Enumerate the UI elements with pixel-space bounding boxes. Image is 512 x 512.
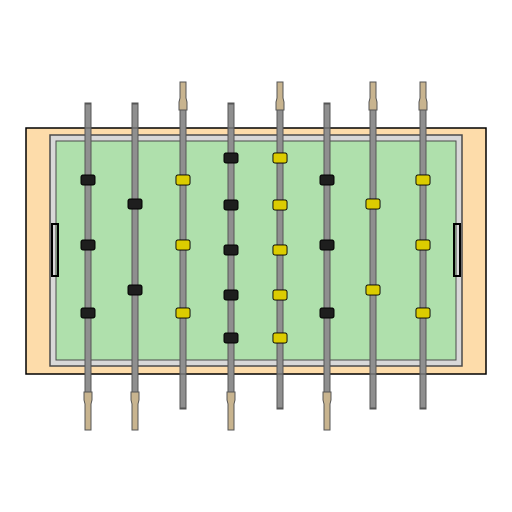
player-body (223, 332, 239, 344)
rod-end (419, 373, 427, 409)
black-player (223, 152, 239, 164)
yellow-player (175, 239, 191, 251)
rod-6[interactable] (319, 102, 335, 431)
player-body (223, 244, 239, 256)
black-player (127, 284, 143, 296)
player-body (365, 284, 381, 296)
rod-3[interactable] (175, 81, 191, 410)
player-body (127, 198, 143, 210)
player-body (80, 307, 96, 319)
rod-shaft (369, 102, 377, 410)
yellow-player (365, 198, 381, 210)
black-player (80, 174, 96, 186)
black-player (319, 174, 335, 186)
rod-handle (130, 391, 140, 431)
rod-end (323, 103, 331, 129)
player-body (272, 199, 288, 211)
player-body (80, 174, 96, 186)
player-body (175, 239, 191, 251)
black-player (319, 307, 335, 319)
player-body (223, 289, 239, 301)
rod-shaft (276, 102, 284, 410)
goal-left (51, 223, 59, 277)
player-body (272, 152, 288, 164)
player-body (175, 174, 191, 186)
yellow-player (272, 244, 288, 256)
rod-handle (178, 81, 188, 111)
rod-handle (275, 81, 285, 111)
rod-1[interactable] (80, 102, 96, 431)
rod-handle (322, 391, 332, 431)
rod-end (179, 373, 187, 409)
player-body (272, 289, 288, 301)
rod-handle (368, 81, 378, 111)
player-body (223, 199, 239, 211)
yellow-player (272, 289, 288, 301)
rod-4[interactable] (223, 102, 239, 431)
player-body (80, 239, 96, 251)
black-player (223, 289, 239, 301)
black-player (319, 239, 335, 251)
player-body (127, 284, 143, 296)
black-player (80, 239, 96, 251)
rod-8[interactable] (415, 81, 431, 410)
rod-end (84, 103, 92, 129)
black-player (223, 332, 239, 344)
rod-7[interactable] (365, 81, 381, 410)
yellow-player (272, 152, 288, 164)
yellow-player (365, 284, 381, 296)
rod-handle (418, 81, 428, 111)
rod-handle (83, 391, 93, 431)
player-body (319, 239, 335, 251)
yellow-player (272, 332, 288, 344)
playing-field (55, 140, 457, 361)
rod-shaft (179, 102, 187, 410)
rod-end (227, 103, 235, 129)
rod-end (276, 373, 284, 409)
rod-shaft (323, 102, 331, 410)
yellow-player (415, 174, 431, 186)
rod-handle (226, 391, 236, 431)
rod-shaft (419, 102, 427, 410)
rods (80, 81, 431, 431)
rod-shaft (131, 102, 139, 410)
rod-2[interactable] (127, 102, 143, 431)
player-body (319, 174, 335, 186)
player-body (272, 244, 288, 256)
player-body (415, 307, 431, 319)
player-body (223, 152, 239, 164)
black-player (127, 198, 143, 210)
yellow-player (272, 199, 288, 211)
player-body (272, 332, 288, 344)
yellow-player (175, 307, 191, 319)
black-player (223, 244, 239, 256)
player-body (415, 239, 431, 251)
black-player (80, 307, 96, 319)
goal-right (453, 223, 461, 277)
rod-5[interactable] (272, 81, 288, 410)
player-body (365, 198, 381, 210)
yellow-player (175, 174, 191, 186)
player-body (319, 307, 335, 319)
black-player (223, 199, 239, 211)
rod-end (131, 103, 139, 129)
rod-end (369, 373, 377, 409)
yellow-player (415, 239, 431, 251)
player-body (415, 174, 431, 186)
player-body (175, 307, 191, 319)
rod-shaft (227, 102, 235, 410)
rod-shaft (84, 102, 92, 410)
yellow-player (415, 307, 431, 319)
